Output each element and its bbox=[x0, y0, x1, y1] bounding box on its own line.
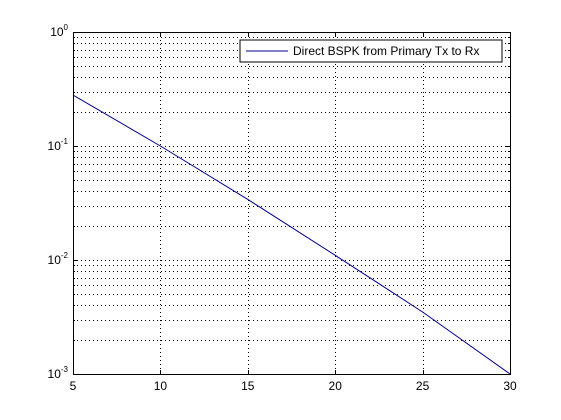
legend-entry-label: Direct BSPK from Primary Tx to Rx bbox=[293, 44, 479, 58]
legend-box bbox=[239, 39, 503, 63]
x-tick-label: 30 bbox=[503, 379, 517, 393]
y-tick-label: 10-2 bbox=[48, 251, 69, 267]
x-tick-label: 25 bbox=[416, 379, 430, 393]
x-tick-label: 15 bbox=[241, 379, 255, 393]
y-tick-label: 10-3 bbox=[48, 365, 69, 381]
legend: Direct BSPK from Primary Tx to Rx bbox=[239, 39, 503, 63]
y-tick-label: 10-1 bbox=[48, 137, 69, 153]
axes bbox=[73, 32, 511, 375]
x-tick-label: 5 bbox=[70, 379, 77, 393]
plot-area bbox=[73, 32, 510, 374]
series-layer bbox=[72, 94, 511, 375]
y-tick-label: 100 bbox=[50, 23, 68, 39]
x-tick-label: 10 bbox=[154, 379, 168, 393]
tick-labels: 5 10 15 20 25 30 10-3 10-2 10-1 100 bbox=[48, 23, 517, 393]
grid bbox=[73, 32, 510, 374]
x-tick-label: 20 bbox=[329, 379, 343, 393]
series-line bbox=[72, 94, 511, 375]
axes-box bbox=[73, 32, 511, 375]
